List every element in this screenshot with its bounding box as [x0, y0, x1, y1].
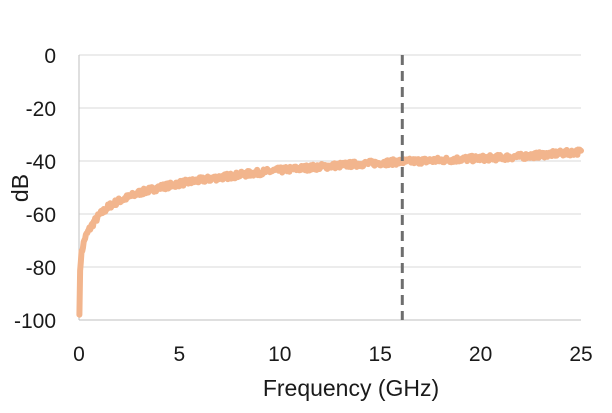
- x-tick-label: 10: [268, 343, 291, 366]
- x-tick-label: 20: [469, 343, 492, 366]
- x-tick-label: 25: [569, 343, 592, 366]
- y-tick-label: -60: [26, 204, 56, 227]
- x-axis-title: Frequency (GHz): [263, 375, 439, 401]
- y-tick-label: -80: [26, 257, 56, 280]
- y-axis-title: dB: [7, 174, 33, 202]
- y-tick-labels: 0 -20 -40 -60 -80 -100: [14, 45, 56, 333]
- y-tick-label: -100: [14, 310, 56, 333]
- x-tick-label: 5: [174, 343, 186, 366]
- grid-lines: [79, 54, 581, 268]
- y-tick-label: 0: [44, 45, 56, 68]
- y-tick-label: -20: [26, 98, 56, 121]
- x-tick-label: 15: [369, 343, 392, 366]
- x-tick-label: 0: [73, 343, 85, 366]
- series-layer: [76, 146, 584, 318]
- x-tick-labels: 0 5 10 15 20 25: [73, 343, 593, 366]
- y-tick-label: -40: [26, 151, 56, 174]
- series-line: [76, 146, 584, 318]
